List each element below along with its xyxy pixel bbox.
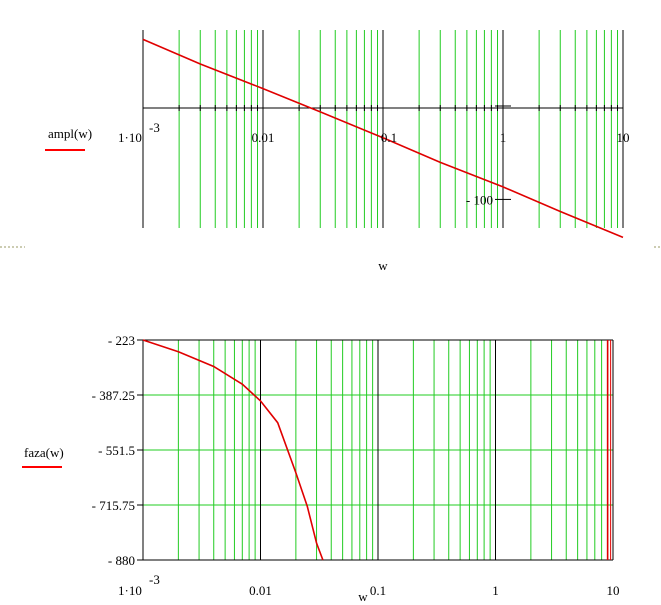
x-tick-label: 0.1 <box>370 583 386 598</box>
x-tick-label: 0.01 <box>249 583 272 598</box>
x-tick-exponent: -3 <box>149 120 160 135</box>
x-axis-label: w <box>358 589 368 604</box>
y-tick-label: - 387.25 <box>92 388 135 403</box>
x-tick-label: 1 <box>492 583 499 598</box>
x-tick-label: 1·10 <box>118 583 142 598</box>
y-axis-label: ampl(w) <box>48 126 92 141</box>
y-tick-label: - 715.75 <box>92 498 135 513</box>
series-line <box>142 38 624 239</box>
y-axis-label: faza(w) <box>24 445 64 460</box>
x-tick-exponent: -3 <box>149 572 160 587</box>
y-tick-label: - 100 <box>466 192 493 207</box>
x-tick-label: 1·10 <box>118 130 142 145</box>
x-tick-label: 0.1 <box>381 130 397 145</box>
y-tick-label: - 880 <box>108 553 135 568</box>
x-axis-label: w <box>378 258 388 273</box>
phase-plot: - 223 - 387.25 - 551.5 - 715.75 - 880 1·10 -3 0… <box>22 333 620 604</box>
y-tick-label: - 551.5 <box>98 443 135 458</box>
amplitude-plot: - 100 1·10 -3 0.01 0.1 1 10 ampl(w) w <box>0 30 661 273</box>
y-tick-label: - 223 <box>108 333 135 348</box>
x-tick-label: 1 <box>500 130 507 145</box>
x-tick-label: 0.01 <box>252 130 275 145</box>
series-line <box>142 339 324 561</box>
x-tick-label: 10 <box>607 583 620 598</box>
x-tick-label: 10 <box>617 130 630 145</box>
